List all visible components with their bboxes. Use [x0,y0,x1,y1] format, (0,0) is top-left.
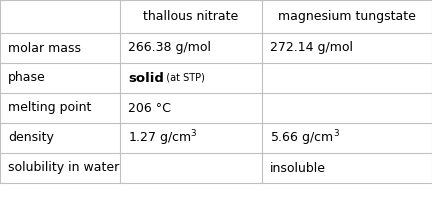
Text: 272.14 g/mol: 272.14 g/mol [270,41,353,55]
Text: 5.66 g/cm$^3$: 5.66 g/cm$^3$ [270,128,340,148]
Text: density: density [8,132,54,144]
Text: melting point: melting point [8,101,92,115]
Text: solid: solid [128,72,164,84]
Text: 206 °C: 206 °C [128,101,171,115]
Text: solubility in water: solubility in water [8,162,119,175]
Text: 1.27 g/cm$^3$: 1.27 g/cm$^3$ [128,128,197,148]
Text: (at STP): (at STP) [160,73,205,83]
Text: insoluble: insoluble [270,162,326,175]
Text: molar mass: molar mass [8,41,81,55]
Text: phase: phase [8,72,46,84]
Text: 266.38 g/mol: 266.38 g/mol [128,41,211,55]
Text: magnesium tungstate: magnesium tungstate [278,10,416,23]
Text: thallous nitrate: thallous nitrate [143,10,238,23]
